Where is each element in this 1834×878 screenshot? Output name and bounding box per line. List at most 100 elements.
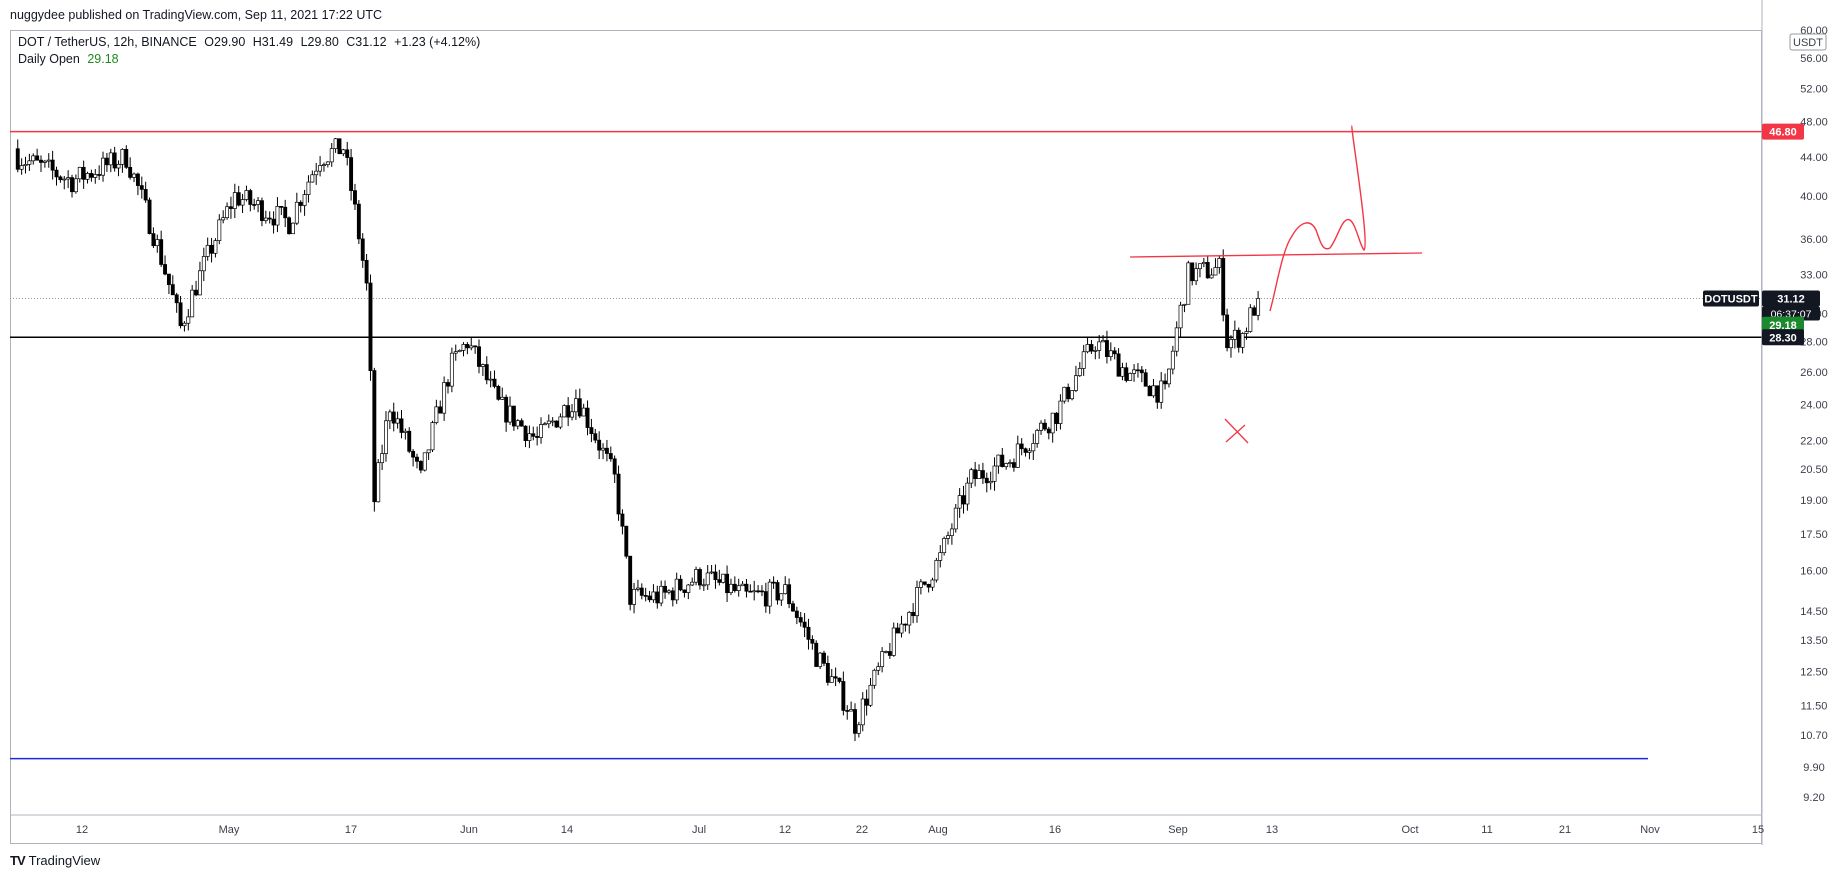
time-axis[interactable]: 12 May 17 Jun 14 Jul 12 22 Aug 16 Sep 13 Oct 11 21 Nov 1… (10, 814, 1764, 836)
candle-body (225, 206, 230, 219)
candle-body (953, 507, 958, 530)
drawing-x-mark[interactable] (1224, 418, 1249, 444)
candle (93, 169, 98, 184)
candle (1027, 448, 1032, 460)
price-tick-label: 24.00 (1800, 400, 1828, 412)
candle (23, 156, 28, 174)
candle-body (449, 352, 454, 387)
support-price-tag[interactable]: 28.30 (1762, 329, 1804, 346)
candle-body (322, 164, 326, 167)
candle-body (546, 420, 551, 425)
svg-text:DOTUSDT: DOTUSDT (1704, 293, 1757, 305)
candle (779, 593, 784, 606)
candle (709, 565, 714, 575)
price-tick-label: 16.00 (1800, 566, 1828, 578)
drawing-projection-path[interactable] (1269, 125, 1366, 312)
candle-body (356, 203, 361, 240)
candle-body (341, 149, 346, 155)
legend-indicator-row[interactable]: Daily Open 29.18 (18, 51, 480, 68)
price-tick-label: 19.00 (1800, 495, 1828, 507)
candle-body (1240, 333, 1245, 348)
footer-branding[interactable]: TV TradingView (10, 853, 100, 868)
candle-body (911, 612, 916, 617)
candle (62, 176, 67, 190)
candle (1186, 260, 1191, 305)
candle-body (1062, 386, 1067, 402)
daily-open-tag[interactable]: 29.18 (1762, 316, 1804, 333)
candle (438, 400, 443, 414)
drawing-breakout-line[interactable] (1129, 252, 1423, 258)
candle-body (585, 407, 590, 428)
candle (504, 394, 509, 432)
candle-body (302, 194, 307, 206)
candle-body (248, 190, 253, 205)
candle (1077, 362, 1082, 377)
price-tick-label: 17.50 (1800, 529, 1828, 541)
candle (756, 585, 761, 594)
candle (70, 174, 74, 198)
candle-body (655, 591, 660, 604)
candle-body (19, 165, 24, 170)
candle (1000, 448, 1005, 468)
time-tick-label: 12 (779, 824, 791, 836)
candle-body (539, 424, 543, 438)
candle (918, 579, 923, 595)
candle (1089, 339, 1094, 354)
candle (593, 429, 598, 444)
candle (1139, 366, 1144, 383)
candle (523, 425, 528, 448)
resistance-price-tag[interactable]: 46.80 (1762, 123, 1804, 140)
candle-body (387, 411, 392, 422)
candle-body (469, 345, 474, 349)
candle-body (438, 406, 443, 414)
candle (1128, 372, 1133, 381)
candle-body (635, 587, 640, 590)
candle-body (31, 155, 36, 162)
time-tick-label: 12 (76, 824, 88, 836)
candle-body (624, 525, 629, 557)
candle-body (1201, 262, 1206, 265)
legend-open: O29.90 (204, 35, 246, 49)
currency-badge[interactable] (1789, 33, 1827, 51)
candle (849, 701, 854, 712)
candle (1035, 428, 1040, 448)
candle-body (1186, 262, 1191, 305)
candle-body (934, 560, 939, 581)
candle-body (1066, 386, 1071, 400)
candle-body (279, 205, 284, 208)
time-tick-label: Nov (1640, 824, 1660, 836)
symbol-tag[interactable]: DOTUSDT (1703, 290, 1759, 307)
candle (620, 509, 625, 535)
candle (349, 148, 354, 201)
candle (930, 577, 935, 591)
candle-body (849, 709, 854, 712)
candle (73, 174, 78, 194)
candle (1217, 255, 1222, 274)
candle-body (531, 433, 536, 437)
candle-body (1248, 307, 1253, 332)
time-tick-label: Aug (928, 824, 948, 836)
last-price-tag[interactable]: 31.12 (1762, 290, 1820, 307)
candle-body (980, 470, 985, 479)
price-axis[interactable]: 60.0056.0052.0048.0044.0040.0036.0033.00… (1761, 0, 1828, 845)
candle (205, 237, 210, 261)
time-tick-label: 16 (1049, 824, 1061, 836)
candle (1143, 368, 1148, 387)
candle (333, 137, 338, 153)
candle-body (310, 174, 315, 183)
candle (217, 214, 222, 245)
candle-body (93, 174, 98, 178)
candle (403, 428, 408, 440)
candle-body (794, 610, 799, 618)
candle-body (705, 572, 710, 586)
candle (884, 650, 888, 654)
candle-body (577, 398, 582, 417)
candle (1151, 378, 1156, 398)
candle (31, 153, 36, 165)
candle (1229, 335, 1233, 358)
candle-body (1135, 369, 1140, 372)
candle (783, 576, 788, 595)
candle (469, 337, 474, 351)
candle (415, 453, 419, 469)
